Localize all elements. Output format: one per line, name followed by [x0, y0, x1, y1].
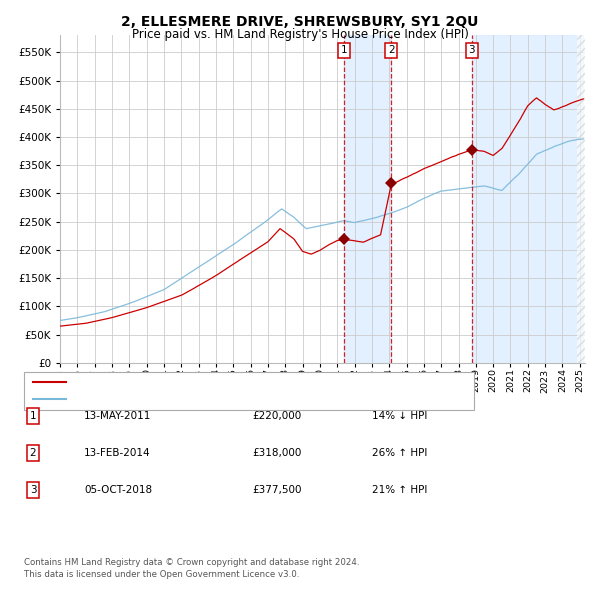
Text: 13-MAY-2011: 13-MAY-2011: [84, 411, 151, 421]
Text: HPI: Average price, detached house, Shropshire: HPI: Average price, detached house, Shro…: [72, 394, 305, 404]
Text: 2, ELLESMERE DRIVE, SHREWSBURY, SY1 2QU (detached house): 2, ELLESMERE DRIVE, SHREWSBURY, SY1 2QU …: [72, 378, 387, 388]
Text: 1: 1: [340, 45, 347, 55]
Text: Price paid vs. HM Land Registry's House Price Index (HPI): Price paid vs. HM Land Registry's House …: [131, 28, 469, 41]
Text: 26% ↑ HPI: 26% ↑ HPI: [372, 448, 427, 458]
Text: £377,500: £377,500: [252, 486, 302, 495]
Text: 14% ↓ HPI: 14% ↓ HPI: [372, 411, 427, 421]
Bar: [472, 35, 583, 363]
Text: 2, ELLESMERE DRIVE, SHREWSBURY, SY1 2QU: 2, ELLESMERE DRIVE, SHREWSBURY, SY1 2QU: [121, 15, 479, 30]
Text: 1: 1: [29, 411, 37, 421]
Text: 3: 3: [29, 486, 37, 495]
Text: £318,000: £318,000: [252, 448, 301, 458]
Text: 21% ↑ HPI: 21% ↑ HPI: [372, 486, 427, 495]
Text: Contains HM Land Registry data © Crown copyright and database right 2024.
This d: Contains HM Land Registry data © Crown c…: [24, 558, 359, 579]
Text: 3: 3: [469, 45, 475, 55]
Bar: [577, 35, 585, 363]
Text: £220,000: £220,000: [252, 411, 301, 421]
Text: 2: 2: [29, 448, 37, 458]
Bar: [344, 35, 391, 363]
Bar: [577, 35, 585, 363]
Text: 2: 2: [388, 45, 395, 55]
Text: 05-OCT-2018: 05-OCT-2018: [84, 486, 152, 495]
Text: 13-FEB-2014: 13-FEB-2014: [84, 448, 151, 458]
